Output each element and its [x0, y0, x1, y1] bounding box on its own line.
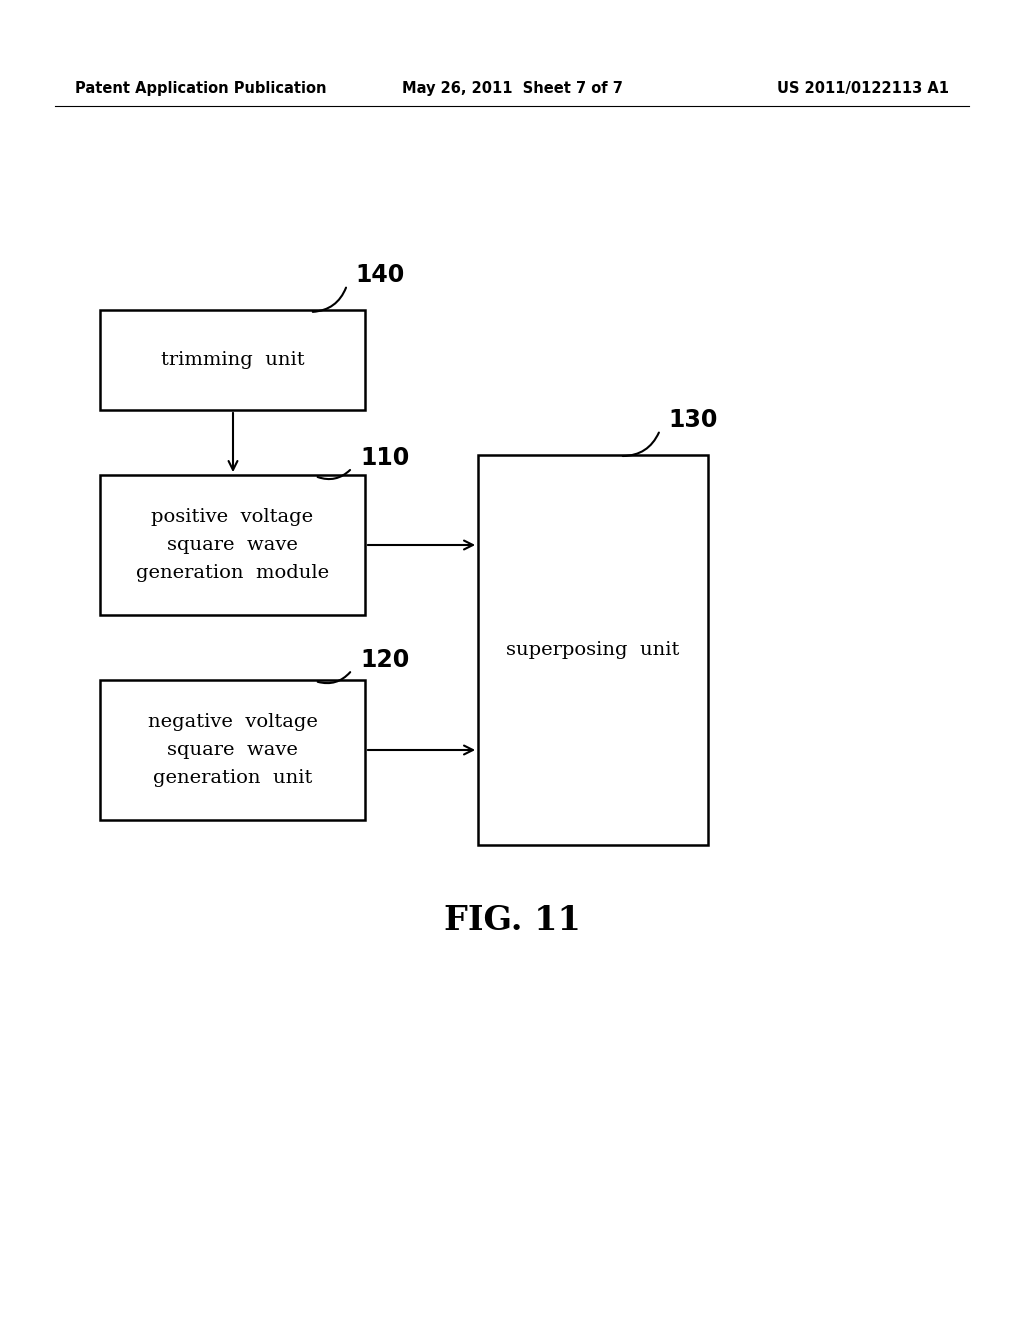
Text: negative  voltage
square  wave
generation  unit: negative voltage square wave generation … [147, 713, 317, 787]
Bar [100, 310, 365, 411]
Bar [100, 475, 365, 615]
Text: 140: 140 [355, 263, 404, 286]
Text: positive  voltage
square  wave
generation  module: positive voltage square wave generation … [136, 508, 329, 582]
Text: superposing  unit: superposing unit [506, 642, 680, 659]
Text: FIG. 11: FIG. 11 [443, 903, 581, 936]
Text: May 26, 2011  Sheet 7 of 7: May 26, 2011 Sheet 7 of 7 [401, 81, 623, 95]
Text: 120: 120 [360, 648, 410, 672]
Text: 130: 130 [668, 408, 718, 432]
Bar [100, 680, 365, 820]
Bar [478, 455, 708, 845]
Text: trimming  unit: trimming unit [161, 351, 304, 370]
Text: Patent Application Publication: Patent Application Publication [75, 81, 327, 95]
Text: US 2011/0122113 A1: US 2011/0122113 A1 [777, 81, 949, 95]
Text: 110: 110 [360, 446, 410, 470]
